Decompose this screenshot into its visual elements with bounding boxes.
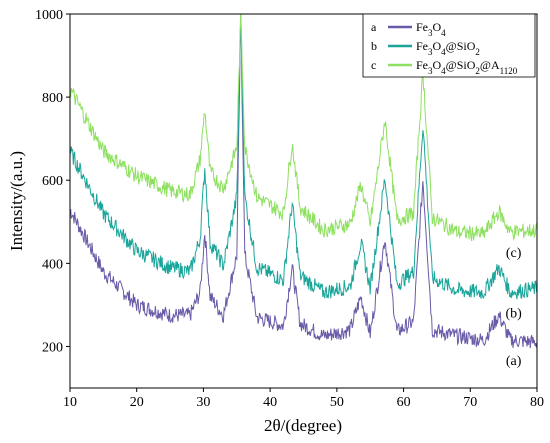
curve-labels: (a) (b) (c) [505,246,522,369]
y-axis: 200 400 600 800 1000 [35,8,70,355]
x-axis: 10 20 30 40 50 60 70 80 [63,388,544,410]
x-tick-label: 20 [130,395,144,410]
x-tick-label: 80 [530,395,544,410]
y-tick-label: 800 [42,91,63,106]
curve-label-b: (b) [505,306,522,321]
y-tick-label: 200 [42,340,63,355]
curve-label-a: (a) [506,354,522,369]
x-tick-label: 50 [330,395,344,410]
legend-letter-b: b [371,39,377,53]
series-line-b [69,19,538,300]
legend-label-b: Fe3O4@SiO2 [416,39,480,57]
x-tick-label: 70 [463,395,477,410]
legend-label-c: Fe3O4@SiO2@A1120 [416,58,518,76]
legend-letter-a: a [371,20,377,34]
curve-label-c: (c) [506,246,522,261]
y-tick-label: 1000 [35,8,63,23]
x-axis-title: 2θ/(degree) [264,416,342,435]
legend-label-a: Fe3O4 [416,20,446,38]
plot-frame [69,13,538,389]
series-line-a [69,13,538,349]
y-axis-title: Intensity/(a.u.) [7,151,26,251]
x-tick-label: 40 [263,395,277,410]
y-tick-label: 600 [42,174,63,189]
curves-layer [69,13,538,349]
series-line-c [69,13,538,242]
y-tick-label: 400 [42,257,63,272]
legend-letter-c: c [371,58,376,72]
legend: a Fe3O4 b Fe3O4@SiO2 c Fe3O4@SiO2@A1120 [362,13,536,78]
x-tick-label: 60 [397,395,411,410]
x-tick-label: 10 [63,395,77,410]
x-tick-label: 30 [196,395,210,410]
